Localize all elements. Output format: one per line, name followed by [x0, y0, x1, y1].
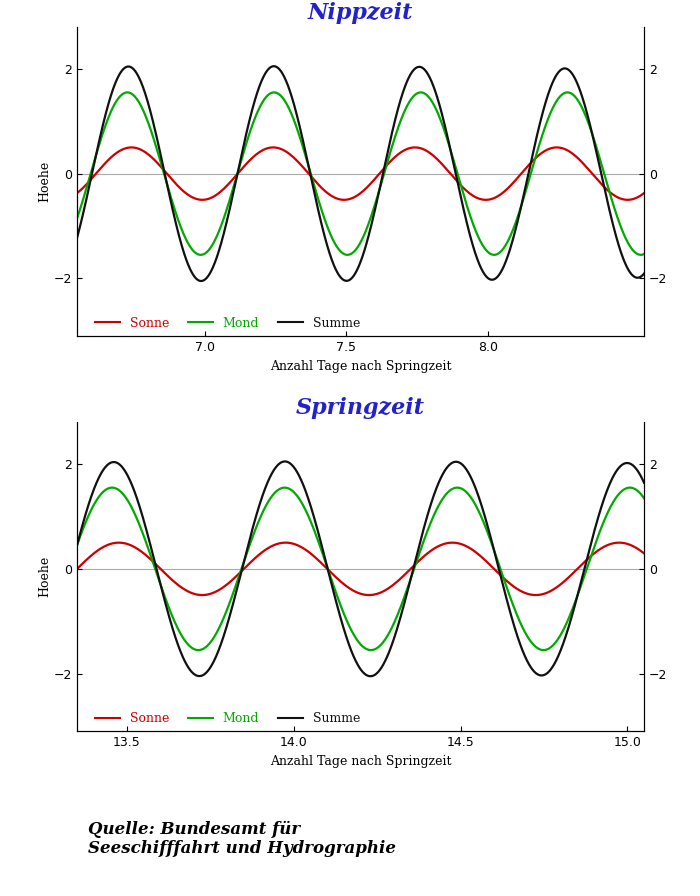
Legend: Sonne, Mond, Summe: Sonne, Mond, Summe — [94, 317, 360, 330]
X-axis label: Anzahl Tage nach Springzeit: Anzahl Tage nach Springzeit — [270, 754, 452, 768]
Text: Quelle: Bundesamt für
Seeschifffahrt und Hydrographie: Quelle: Bundesamt für Seeschifffahrt und… — [88, 821, 396, 857]
Y-axis label: Hoehe: Hoehe — [38, 161, 51, 202]
Title: Springzeit: Springzeit — [296, 397, 425, 418]
Legend: Sonne, Mond, Summe: Sonne, Mond, Summe — [94, 712, 360, 725]
X-axis label: Anzahl Tage nach Springzeit: Anzahl Tage nach Springzeit — [270, 359, 452, 373]
Y-axis label: Hoehe: Hoehe — [38, 556, 51, 598]
Title: Nippzeit: Nippzeit — [308, 2, 413, 23]
